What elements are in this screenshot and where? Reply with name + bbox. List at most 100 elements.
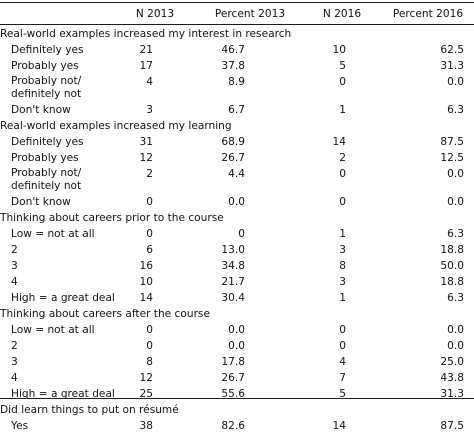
cell-p2016: 0.0 [447,76,464,88]
cell-n2013: 10 [139,276,153,288]
cell-n2016: 1 [339,228,346,240]
cell-p2013: 37.8 [221,60,245,72]
cell-n2016: 7 [339,372,346,384]
row-label: 3 [11,356,18,368]
section-title: Real-world examples increased my interes… [0,28,292,40]
cell-p2016: 12.5 [440,152,464,164]
table-row: Definitely yes 31 68.9 14 87.5 [0,134,474,150]
row-label: Probably not/ definitely not [11,75,82,100]
cell-p2016: 0.0 [447,196,464,208]
cell-n2016: 3 [339,244,346,256]
cell-p2013: 17.8 [221,356,245,368]
row-label: 4 [11,276,18,288]
cell-n2013: 0 [146,324,153,336]
cell-n2016: 0 [339,324,346,336]
row-label: Probably not/ definitely not [11,167,82,192]
cell-p2013: 68.9 [221,136,245,148]
header-rule [0,24,474,25]
cell-n2016: 0 [339,340,346,352]
section-title: Thinking about careers after the course [0,308,210,320]
table-row: Low = not at all 0 0.0 0 0.0 [0,322,474,338]
header-percent-2016: Percent 2016 [392,8,464,20]
cell-p2013: 34.8 [221,260,245,272]
table-row: Probably yes 17 37.8 5 31.3 [0,58,474,74]
row-label: Don't know [11,196,71,208]
table-row: 3 16 34.8 8 50.0 [0,258,474,274]
cell-n2016: 1 [339,104,346,116]
cell-p2013: 4.4 [228,168,245,180]
cell-p2013: 8.9 [228,76,245,88]
row-label: Probably yes [11,60,79,72]
cell-n2013: 16 [139,260,153,272]
cell-p2016: 31.3 [440,388,464,400]
row-label: Low = not at all [11,324,95,336]
cell-n2013: 14 [139,292,153,304]
cell-n2013: 4 [146,76,153,88]
cell-p2016: 6.3 [447,228,464,240]
table-row: Probably not/ definitely not 2 4.4 0 0.0 [0,166,474,194]
section-title: Did learn things to put on résumé [0,404,179,416]
row-label: 4 [11,372,18,384]
table-row: Definitely yes 21 46.7 10 62.5 [0,42,474,58]
cell-n2013: 21 [139,44,153,56]
cell-n2016: 8 [339,260,346,272]
table-top-rule [0,2,474,3]
cell-p2013: 30.4 [221,292,245,304]
row-label: Don't know [11,104,71,116]
cell-n2013: 12 [139,152,153,164]
table-row: 2 0 0.0 0 0.0 [0,338,474,354]
cell-n2016: 0 [339,196,346,208]
section-title: Thinking about careers prior to the cour… [0,212,224,224]
cell-p2013: 46.7 [221,44,245,56]
cell-p2013: 6.7 [228,104,245,116]
cell-p2016: 18.8 [440,276,464,288]
cell-n2016: 1 [339,292,346,304]
cell-n2016: 0 [339,168,346,180]
cell-n2013: 6 [146,244,153,256]
cell-p2013: 26.7 [221,372,245,384]
table-bottom-rule [0,398,474,399]
cell-n2016: 5 [339,388,346,400]
cell-p2013: 55.6 [221,388,245,400]
cell-p2016: 87.5 [440,420,464,432]
row-label: Probably yes [11,152,79,164]
cell-n2013: 12 [139,372,153,384]
cell-n2013: 38 [139,420,153,432]
cell-p2016: 62.5 [440,44,464,56]
table-row: Probably yes 12 26.7 2 12.5 [0,150,474,166]
row-label: 3 [11,260,18,272]
row-label: Definitely yes [11,44,84,56]
cell-p2013: 0.0 [228,196,245,208]
cell-n2013: 25 [139,388,153,400]
row-label: Definitely yes [11,136,84,148]
table-row: Yes 38 82.6 14 87.5 [0,418,474,434]
section-title: Real-world examples increased my learnin… [0,120,232,132]
cell-p2016: 43.8 [440,372,464,384]
cell-n2016: 0 [339,76,346,88]
table-row: Don't know 0 0.0 0 0.0 [0,194,474,210]
cell-p2013: 0.0 [228,324,245,336]
table-row: High = a great deal 14 30.4 1 6.3 [0,290,474,306]
row-label: 2 [11,244,18,256]
header-n-2013: N 2013 [135,8,175,20]
cell-n2016: 10 [332,44,346,56]
cell-n2013: 0 [146,340,153,352]
cell-p2016: 18.8 [440,244,464,256]
cell-p2016: 6.3 [447,292,464,304]
table-row: 2 6 13.0 3 18.8 [0,242,474,258]
cell-n2013: 3 [146,104,153,116]
cell-n2016: 14 [332,136,346,148]
cell-p2013: 21.7 [221,276,245,288]
row-label: 2 [11,340,18,352]
cell-n2013: 0 [146,228,153,240]
cell-n2013: 8 [146,356,153,368]
cell-n2016: 3 [339,276,346,288]
table-row: Don't know 3 6.7 1 6.3 [0,102,474,118]
row-label: High = a great deal [11,388,115,400]
cell-p2016: 6.3 [447,104,464,116]
cell-n2013: 2 [146,168,153,180]
cell-p2013: 13.0 [221,244,245,256]
cell-p2016: 31.3 [440,60,464,72]
row-label: Low = not at all [11,228,95,240]
